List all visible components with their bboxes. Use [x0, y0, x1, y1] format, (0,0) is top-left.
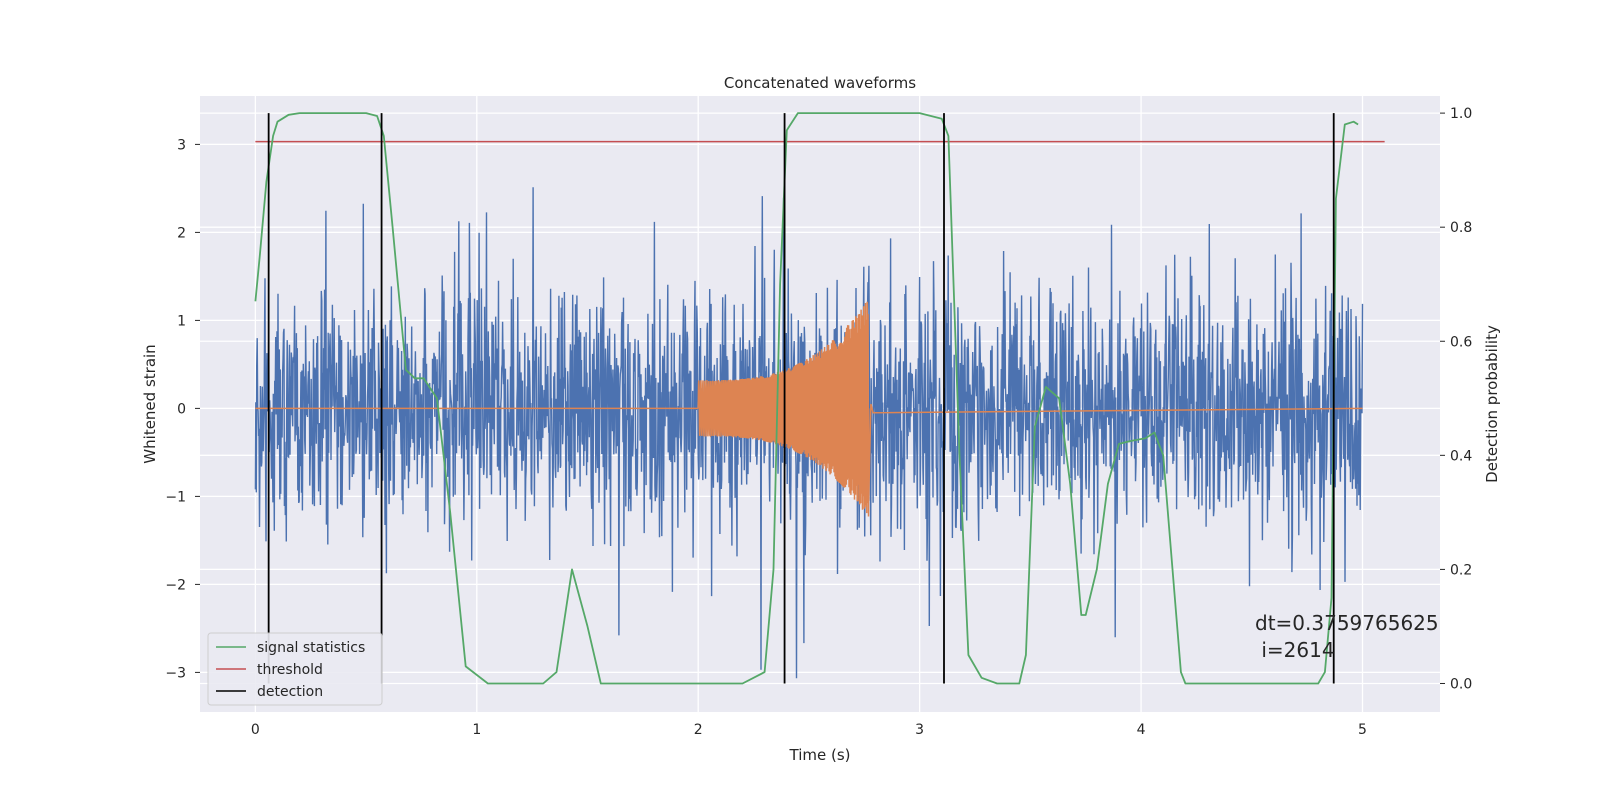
x-tick-label: 4 — [1137, 722, 1146, 738]
y-tick-label: 2 — [177, 225, 186, 241]
y-tick-label: −2 — [165, 577, 186, 593]
left-axis-ticks: −3 −2 −1 0 1 2 3 — [165, 137, 200, 681]
right-axis-ticks: 0.0 0.2 0.4 0.6 0.8 1.0 — [1440, 106, 1472, 692]
x-tick-label: 2 — [694, 722, 703, 738]
y-right-tick-label: 0.8 — [1450, 220, 1472, 236]
y-right-tick-label: 0.0 — [1450, 676, 1472, 692]
y-tick-label: 3 — [177, 137, 186, 153]
x-tick-label: 1 — [472, 722, 481, 738]
y-right-tick-label: 0.4 — [1450, 448, 1472, 464]
x-tick-label: 0 — [251, 722, 260, 738]
series-signal-statistics-line — [254, 112, 1359, 685]
y-tick-label: 1 — [177, 313, 186, 329]
annotation-dt: dt=0.3759765625 — [1255, 611, 1439, 635]
legend-label-detection: detection — [257, 684, 323, 700]
x-axis-label: Time (s) — [789, 746, 851, 764]
y-right-tick-label: 0.2 — [1450, 562, 1472, 578]
y-tick-label: −1 — [165, 489, 186, 505]
y-axis-label: Whitened strain — [141, 344, 159, 463]
y-tick-label: −3 — [165, 665, 186, 681]
chart-title: Concatenated waveforms — [724, 74, 916, 92]
x-tick-label: 5 — [1358, 722, 1367, 738]
series-layer — [254, 112, 1385, 685]
y-tick-label: 0 — [177, 401, 186, 417]
legend-box — [207, 632, 383, 706]
y-right-tick-label: 1.0 — [1450, 106, 1472, 122]
legend-label-signal-statistics: signal statistics — [257, 640, 365, 656]
y-axis-right-label: Detection probability — [1483, 325, 1501, 483]
x-tick-label: 3 — [915, 722, 924, 738]
legend-label-threshold: threshold — [257, 662, 323, 678]
y-right-tick-label: 0.6 — [1450, 334, 1472, 350]
annotation-i: i=2614 — [1255, 638, 1335, 662]
bottom-axis-ticks: 0 1 2 3 4 5 — [251, 722, 1367, 738]
legend: signal statistics threshold detection — [207, 632, 383, 706]
